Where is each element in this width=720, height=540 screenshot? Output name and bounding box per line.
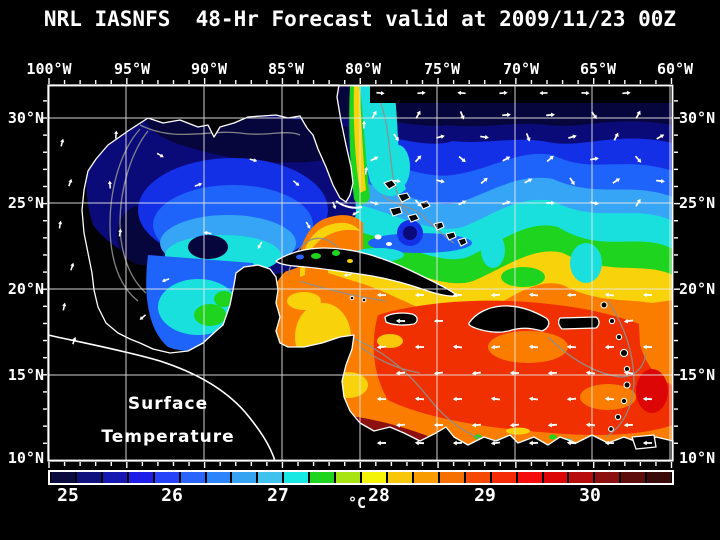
colorbar-segment [465,472,490,483]
no-data-band [370,85,673,103]
colorbar-segment [51,472,75,483]
overlay-label-temperature: Temperature [101,427,235,447]
lon-label: 80°W [344,60,382,78]
lon-label: 90°W [190,60,228,78]
lat-label: 30°N [7,109,44,127]
colorbar-segment [647,472,672,483]
lon-label: 75°W [423,60,461,78]
overlay-label-surface: Surface [127,394,209,414]
sst-map-graphic [41,78,680,468]
longitude-axis: 100°W 95°W 90°W 85°W 80°W 75°W 70°W 65°W 60°W [0,60,720,78]
colorbar-segment [595,472,620,483]
lat-label: 30°N [679,109,716,127]
lat-label: 10°N [7,449,44,467]
colorbar-segment [206,472,231,483]
colorbar-segment [284,472,309,483]
lon-label: 65°W [579,60,617,78]
cayman-islands [349,295,367,303]
colorbar-segment [387,472,412,483]
lon-label: 95°W [113,60,151,78]
colorbar-tick-label: 30 [579,485,601,506]
colorbar-segment [491,472,516,483]
colorbar-segment [102,472,127,483]
colorbar-segment [336,472,361,483]
colorbar-segment [310,472,335,483]
map-frame [47,84,674,462]
island-cuba [275,247,458,297]
colorbar-segment [569,472,594,483]
lat-label: 10°N [679,449,716,467]
colorbar-segment [439,472,464,483]
colorbar-segment [362,472,386,483]
lat-label: 20°N [679,280,716,298]
colorbar-segment [517,472,542,483]
axis-tick-marks [41,78,680,468]
colorbar-segment [413,472,438,483]
lat-label: 15°N [679,366,716,384]
island-trinidad [631,434,657,450]
colorbar-tick-label: 29 [474,485,496,506]
page-title: NRL IASNFS 48-Hr Forecast valid at 2009/… [43,7,677,31]
colorbar-unit: °C [347,494,367,512]
temperature-colorbar [48,470,674,485]
island-puerto-rico [558,316,600,330]
sst-field [86,85,673,461]
lat-label: 25°N [7,194,44,212]
colorbar-segment [621,472,646,483]
island-hispaniola [468,305,550,333]
colorbar-segment [76,472,101,483]
lon-label: 70°W [502,60,540,78]
colorbar-tick-label: 26 [161,485,183,506]
island-jamaica [384,312,418,326]
lat-label: 25°N [679,194,716,212]
colorbar-tick-label: 28 [368,485,390,506]
bathymetry-contours [109,100,647,444]
lat-label: 20°N [7,280,44,298]
colorbar-tick-label: 27 [267,485,289,506]
lon-label: 85°W [267,60,305,78]
colorbar-segment [232,472,257,483]
colorbar-tick-label: 25 [57,485,79,506]
colorbar-segment [180,472,205,483]
shallow-banks [296,234,392,263]
colorbar-segment [128,472,153,483]
colorbar-segment [154,472,179,483]
colorbar-segment [258,472,283,483]
lon-label: 100°W [26,60,72,78]
lat-label: 15°N [7,366,44,384]
sst-map: Surface Temperature [41,78,680,468]
lesser-antilles [600,301,631,432]
colorbar-segment [543,472,568,483]
lon-label: 60°W [656,60,694,78]
